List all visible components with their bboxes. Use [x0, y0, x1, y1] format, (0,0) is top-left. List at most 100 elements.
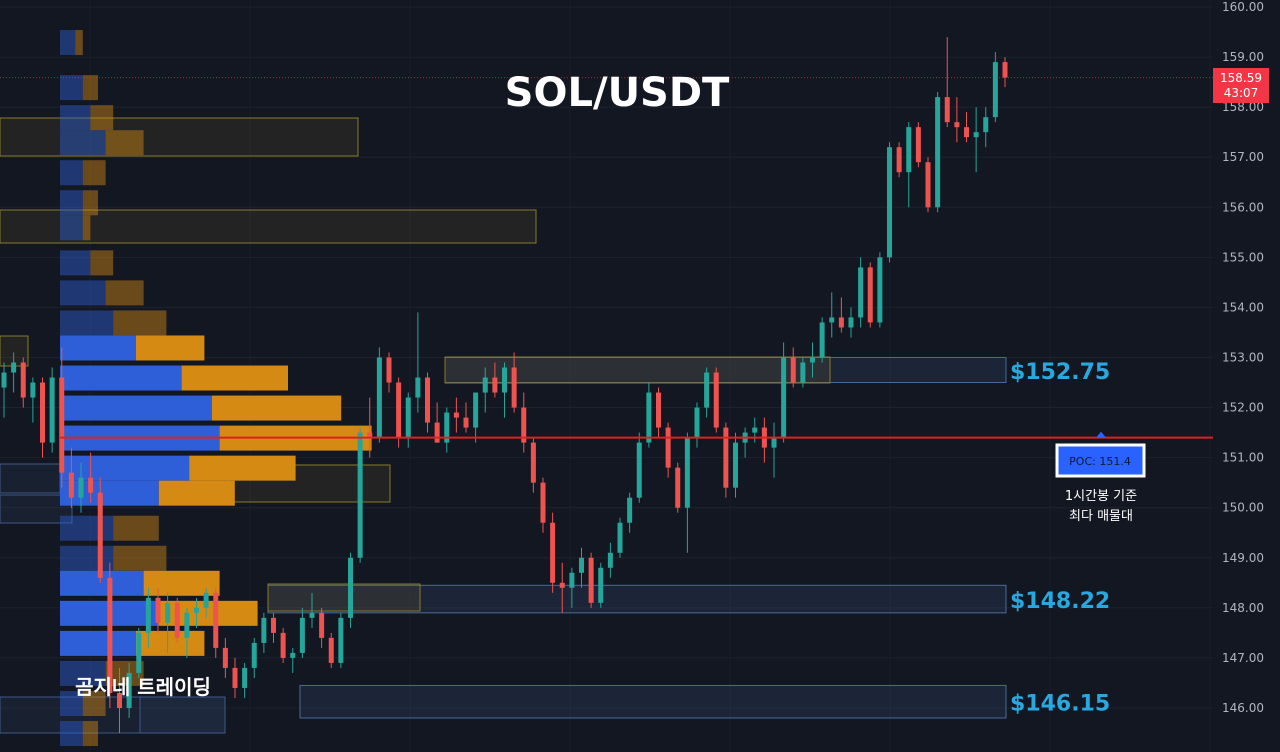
price-tick-label: 147.00 [1222, 651, 1264, 665]
poc-marker [1096, 431, 1106, 438]
volume-sell-bar [189, 455, 296, 481]
candle-body [299, 617, 305, 653]
level-zone [299, 684, 1007, 719]
poc-box[interactable] [1055, 443, 1146, 478]
volume-buy-bar [60, 480, 159, 506]
candle-body [261, 617, 267, 643]
volume-sell-bar [113, 515, 159, 541]
volume-buy-bar [60, 215, 83, 241]
volume-buy-bar [60, 280, 106, 306]
candle-body [425, 377, 430, 423]
candle-body [887, 147, 892, 258]
volume-buy-bar [60, 630, 136, 656]
candle-body [88, 477, 94, 493]
poc-label: POC: 151.4 [1069, 455, 1131, 468]
price-tick-label: 154.00 [1222, 300, 1264, 314]
candle-body [877, 257, 883, 323]
candle-body [357, 432, 363, 558]
last-price-timer: 43:07 [1224, 86, 1259, 100]
candle-body [800, 362, 806, 383]
candle-body [550, 522, 556, 583]
candle-body [559, 582, 565, 588]
volume-buy-bar [60, 105, 91, 131]
volume-buy-bar [60, 545, 114, 571]
volume-buy-bar [60, 75, 83, 101]
volume-sell-bar [113, 310, 167, 336]
candle-body [434, 422, 440, 443]
candle-body [684, 437, 690, 508]
candle-body [68, 472, 74, 498]
price-axis[interactable]: 146.00 147.00 148.00 149.00 150.00 151.00 152.… [1222, 0, 1264, 715]
price-tick-label: 158.00 [1222, 100, 1264, 114]
candle-body [396, 382, 402, 438]
volume-buy-bar [60, 721, 83, 747]
volume-buy-bar [60, 30, 76, 56]
candle-body [848, 317, 854, 328]
candle-body [97, 492, 103, 578]
volume-sell-bar [82, 215, 91, 241]
volume-sell-bar [105, 130, 144, 156]
candle-body [713, 372, 719, 428]
candle-body [492, 377, 498, 393]
candle-body [896, 147, 902, 173]
candle-body [194, 607, 199, 613]
volume-sell-bar [90, 105, 114, 131]
volume-buy-bar [60, 190, 83, 216]
price-tick-label: 160.00 [1222, 0, 1264, 14]
volume-buy-bar [60, 660, 106, 686]
price-tick-label: 155.00 [1222, 250, 1264, 264]
candle-body [30, 382, 36, 398]
candle-body [646, 392, 652, 443]
candle-body [271, 617, 276, 633]
candle-body [319, 612, 325, 638]
price-tick-label: 153.00 [1222, 350, 1264, 364]
volume-buy-bar [60, 395, 212, 421]
candle-body [463, 417, 469, 428]
candle-body [328, 637, 334, 663]
resistance-zone [227, 464, 391, 503]
candle-body [482, 377, 488, 393]
candle-body [40, 382, 45, 443]
candle-body [906, 127, 912, 173]
candle-body [983, 117, 989, 133]
volume-buy-bar [60, 690, 83, 716]
support-zone [0, 463, 61, 494]
candle-body [607, 552, 613, 568]
price-tick-label: 159.00 [1222, 50, 1264, 64]
candle-body [819, 322, 825, 358]
resistance-zone [0, 117, 359, 157]
candle-body [155, 597, 161, 623]
price-tick-label: 151.00 [1222, 451, 1264, 465]
candle-body [59, 377, 65, 473]
candle-body [771, 437, 777, 448]
price-tick-label: 156.00 [1222, 200, 1264, 214]
candle-body [453, 412, 459, 418]
candle-body [694, 407, 700, 438]
poc-note-line2: 최다 매물대 [1069, 509, 1133, 524]
support-zone [139, 696, 226, 734]
candle-body [11, 362, 17, 373]
candle-body [165, 602, 171, 623]
volume-sell-bar [90, 250, 114, 276]
overlap-zone [267, 583, 421, 612]
candle-body [579, 557, 584, 573]
candle-body [203, 592, 209, 608]
price-tick-label: 152.00 [1222, 401, 1264, 415]
watermark-text: 곰지네 트레이딩 [75, 675, 211, 699]
candle-body [665, 427, 671, 468]
candle-body [733, 442, 738, 488]
candle-body [174, 602, 180, 638]
candle-body [386, 357, 392, 383]
candle-body [858, 267, 864, 318]
candle-body [242, 667, 248, 688]
volume-buy-bar [60, 365, 182, 391]
candle-body [588, 557, 594, 603]
level-label: $152.75 [1010, 360, 1110, 385]
volume-sell-bar [136, 335, 205, 361]
volume-sell-bar [82, 690, 106, 716]
candle-body [954, 122, 960, 128]
candle-body [117, 692, 122, 708]
candle-body [636, 442, 642, 498]
